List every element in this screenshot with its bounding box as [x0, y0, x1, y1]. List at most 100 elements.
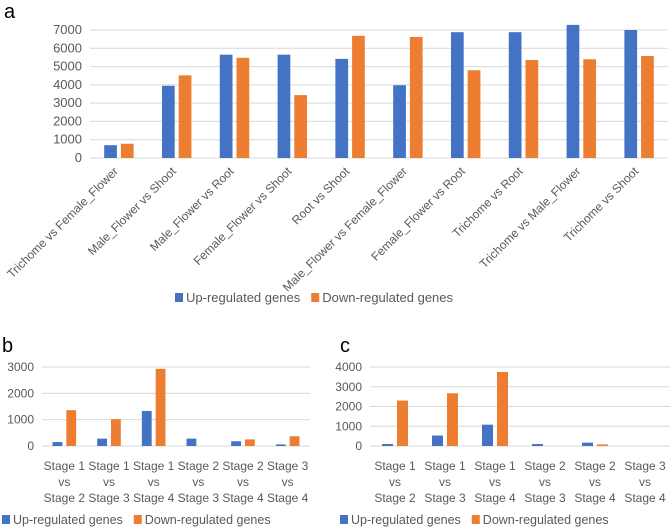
x-tick-label: Female_Flower vs Root [368, 164, 468, 264]
x-tick-label: Stage 2 [524, 459, 566, 473]
x-tick-label: Stage 4 [474, 491, 516, 505]
x-tick-label: vs [539, 475, 551, 489]
bar-up [219, 54, 233, 158]
x-tick-label: Stage 1 [474, 459, 516, 473]
x-tick-label: Trichome vs Male_Flower [477, 164, 584, 271]
legend-label: Down-regulated genes [145, 513, 271, 527]
bar-up [393, 85, 406, 158]
x-tick-label: vs [192, 475, 204, 489]
y-tick-label: 2000 [53, 113, 82, 128]
bar-down [352, 35, 365, 159]
y-tick-label: 3000 [335, 380, 362, 394]
x-tick-label: Stage 2 [574, 459, 616, 473]
legend-item: Up-regulated genes [340, 513, 461, 527]
y-tick-label: 0 [355, 439, 362, 453]
y-tick-label: 1000 [53, 132, 82, 147]
y-tick-label: 2000 [7, 386, 34, 400]
legend-label: Up-regulated genes [186, 290, 301, 305]
x-tick-label: Stage 4 [574, 491, 616, 505]
bar-up [104, 145, 117, 158]
y-tick-label: 4000 [53, 77, 82, 92]
bar-up [508, 32, 522, 158]
y-tick-label: 1000 [7, 413, 34, 427]
x-tick-label: vs [103, 475, 115, 489]
x-tick-label: Male_Flower vs Female_Flower [280, 164, 410, 294]
x-tick-label: Stage 1 [44, 459, 86, 473]
y-tick-label: 3000 [7, 360, 34, 374]
bar-down [289, 436, 300, 446]
y-tick-label: 4000 [335, 360, 362, 374]
legend-item: Down-regulated genes [471, 513, 609, 527]
bar-down [397, 400, 408, 446]
bar-down [155, 368, 166, 446]
legend-item: Down-regulated genes [311, 290, 454, 305]
panel-label: c [340, 335, 350, 357]
x-tick-label: Stage 1 [88, 459, 130, 473]
bar-up [52, 442, 63, 446]
y-tick-label: 5000 [53, 59, 82, 74]
legend-item: Down-regulated genes [133, 513, 271, 527]
legend-swatch [340, 515, 348, 524]
x-tick-label: Stage 1 [424, 459, 466, 473]
bar-up [161, 85, 175, 158]
legend-label: Up-regulated genes [351, 513, 461, 527]
bar-down [409, 36, 423, 158]
legend-swatch [175, 293, 183, 302]
bar-up [335, 58, 349, 158]
bar-down [497, 371, 508, 446]
x-tick-label: Stage 1 [374, 459, 416, 473]
bar-up [382, 444, 393, 446]
x-tick-label: Trichome vs Female_Flower [4, 164, 121, 281]
legend-swatch [2, 515, 10, 524]
legend-swatch [311, 293, 320, 302]
bar-down [597, 444, 608, 446]
panel-label: b [2, 335, 13, 357]
legend-swatch [133, 515, 142, 524]
bar-down [583, 59, 597, 158]
x-tick-label: Stage 4 [222, 491, 264, 505]
bar-up [624, 30, 638, 158]
bar-up [482, 424, 493, 446]
x-tick-label: vs [389, 475, 401, 489]
bar-down [120, 143, 134, 158]
x-tick-label: vs [589, 475, 601, 489]
x-tick-label: vs [489, 475, 501, 489]
x-tick-label: Stage 2 [44, 491, 86, 505]
x-tick-label: Stage 4 [267, 491, 309, 505]
legend-swatch [471, 515, 480, 524]
x-tick-label: vs [282, 475, 294, 489]
bar-up [582, 442, 593, 446]
bar-down [641, 55, 654, 158]
y-tick-label: 0 [27, 439, 34, 453]
y-tick-label: 2000 [335, 400, 362, 414]
x-tick-label: Root vs Shoot [289, 164, 353, 228]
x-tick-label: vs [439, 475, 451, 489]
bar-down [245, 439, 255, 446]
bar-down [236, 57, 250, 159]
y-tick-label: 1000 [335, 419, 362, 433]
bar-up [277, 54, 291, 158]
bar-up [186, 438, 197, 446]
x-tick-label: Female_Flower vs Shoot [191, 164, 295, 268]
legend-label: Up-regulated genes [13, 513, 123, 527]
bar-up [532, 444, 543, 446]
bar-up [97, 438, 107, 446]
x-tick-label: vs [237, 475, 249, 489]
x-tick-label: Stage 4 [133, 491, 175, 505]
x-tick-label: Stage 2 [178, 459, 220, 473]
legend-label: Down-regulated genes [322, 290, 453, 305]
x-tick-label: Stage 2 [374, 491, 416, 505]
panel-a: a 0 1000 2000 3000 4000 5000 6000 7000 Trichome v… [4, 1, 668, 305]
bar-down [66, 410, 77, 446]
x-tick-label: Stage 2 [222, 459, 264, 473]
bar-up [432, 435, 443, 446]
bar-up [566, 24, 580, 158]
panel-label: a [4, 1, 16, 23]
x-tick-label: Stage 1 [133, 459, 175, 473]
panel-c: c 0 1000 2000 3000 4000 Stage 1 vs Stage 2 Stage … [335, 335, 670, 527]
bar-up [231, 441, 241, 446]
y-tick-label: 6000 [53, 40, 82, 55]
x-tick-label: vs [58, 475, 70, 489]
x-tick-label: Stage 3 [624, 459, 666, 473]
